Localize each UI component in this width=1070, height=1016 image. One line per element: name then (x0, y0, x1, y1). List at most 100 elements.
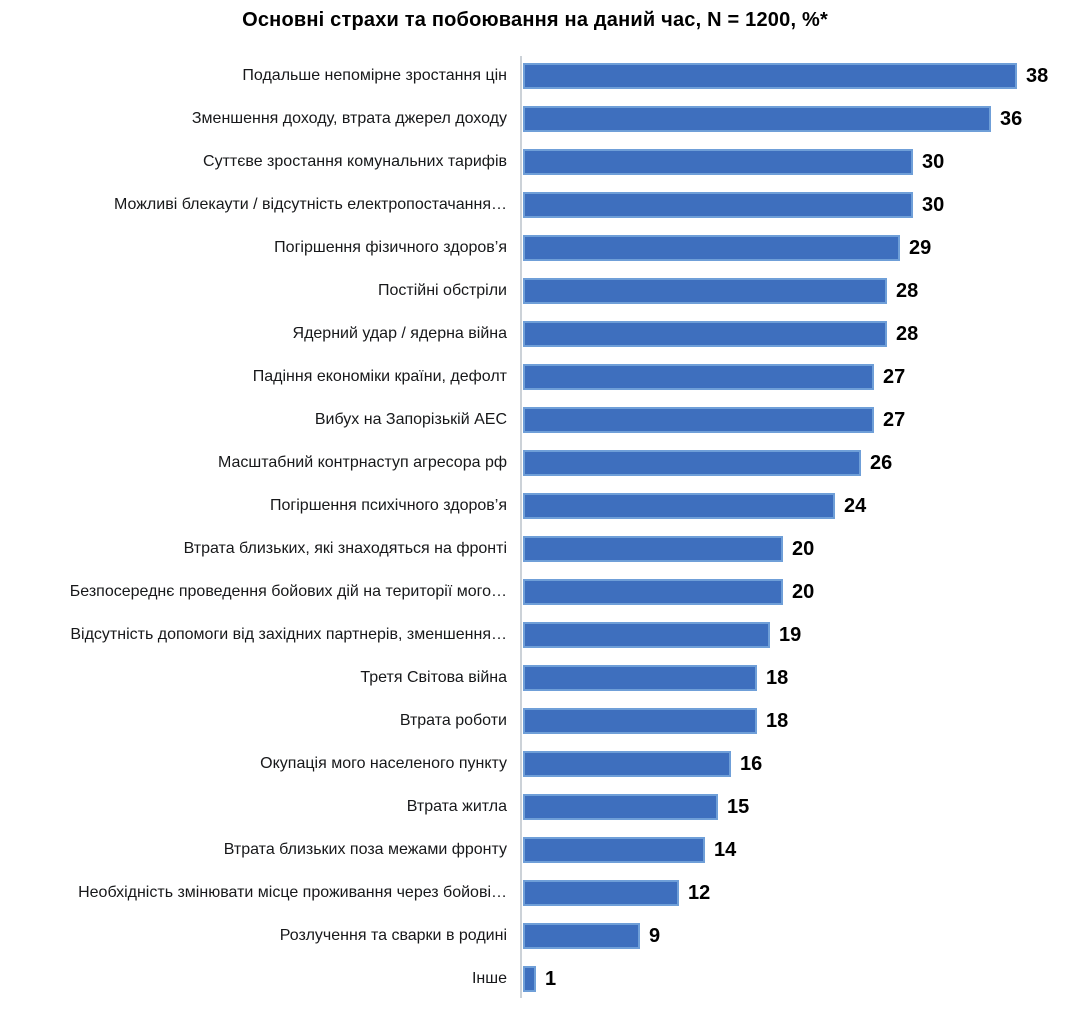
bar-row: Подальше непомірне зростання цін 38 (0, 54, 1070, 97)
bar-plot-area: 26 (520, 449, 1070, 476)
category-label: Вибух на Запорізькій АЕС (314, 410, 507, 428)
bar-row: Інше 1 (0, 957, 1070, 1000)
bar-plot-area: 15 (520, 793, 1070, 820)
bar-plot-area: 24 (520, 492, 1070, 519)
bar (523, 879, 679, 906)
value-label: 27 (883, 408, 906, 431)
value-label: 12 (688, 881, 711, 904)
bar-plot-area: 14 (520, 836, 1070, 863)
category-label: Третя Світова війна (360, 668, 507, 686)
bar-row: Втрата житла 15 (0, 785, 1070, 828)
bar-plot-area: 18 (520, 664, 1070, 691)
bar-row: Постійні обстріли 28 (0, 269, 1070, 312)
bar-row: Окупація мого населеного пункту 16 (0, 742, 1070, 785)
value-label: 9 (649, 924, 661, 947)
bar (523, 922, 640, 949)
bar (523, 750, 731, 777)
bar-plot-area: 18 (520, 707, 1070, 734)
bar-plot-area: 36 (520, 105, 1070, 132)
category-label: Погіршення психічного здоров’я (270, 496, 507, 514)
category-label: Масштабний контрнаступ агресора рф (217, 453, 507, 471)
value-label: 16 (740, 752, 763, 775)
bar (523, 621, 770, 648)
bar-plot-area: 20 (520, 578, 1070, 605)
category-label: Зменшення доходу, втрата джерел доходу (191, 109, 507, 127)
bar (523, 793, 718, 820)
bar (523, 277, 887, 304)
bar (523, 535, 783, 562)
bar (523, 406, 874, 433)
category-label: Суттєве зростання комунальних тарифів (203, 152, 507, 170)
bar (523, 965, 536, 992)
chart-title: Основні страхи та побоювання на даний ча… (242, 9, 828, 31)
bar (523, 836, 705, 863)
value-label: 30 (922, 150, 945, 173)
y-axis-line (520, 56, 522, 998)
bar-plot-area: 38 (520, 62, 1070, 89)
category-label: Постійні обстріли (378, 281, 507, 299)
category-label: Втрата близьких поза межами фронту (223, 840, 507, 858)
bar-plot-area: 27 (520, 406, 1070, 433)
bar-plot-area: 28 (520, 320, 1070, 347)
bar-plot-area: 9 (520, 922, 1070, 949)
category-label: Безпосереднє проведення бойових дій на т… (69, 582, 507, 600)
value-label: 19 (779, 623, 802, 646)
bar-row: Можливі блекаути / відсутність електропо… (0, 183, 1070, 226)
bar (523, 320, 887, 347)
bar-row: Погіршення психічного здоров’я 24 (0, 484, 1070, 527)
bar-chart: Подальше непомірне зростання цін 38 Зменше… (0, 54, 1070, 1000)
category-label: Втрата роботи (399, 711, 507, 729)
bar-row: Безпосереднє проведення бойових дій на т… (0, 570, 1070, 613)
bar-row: Суттєве зростання комунальних тарифів 30 (0, 140, 1070, 183)
category-label: Відсутність допомоги від західних партне… (70, 625, 507, 643)
bar-plot-area: 30 (520, 191, 1070, 218)
bar-row: Падіння економіки країни, дефолт 27 (0, 355, 1070, 398)
bar (523, 578, 783, 605)
bar (523, 492, 835, 519)
bar-plot-area: 12 (520, 879, 1070, 906)
category-label: Розлучення та сварки в родині (279, 926, 507, 944)
bar-plot-area: 27 (520, 363, 1070, 390)
bar (523, 363, 874, 390)
bar (523, 707, 757, 734)
category-label: Втрата близьких, які знаходяться на фрон… (183, 539, 507, 557)
category-label: Необхідність змінювати місце проживання … (78, 883, 507, 901)
value-label: 30 (922, 193, 945, 216)
bar-row: Погіршення фізичного здоров’я 29 (0, 226, 1070, 269)
value-label: 38 (1026, 64, 1049, 87)
bar-plot-area: 19 (520, 621, 1070, 648)
category-label: Ядерний удар / ядерна війна (292, 324, 507, 342)
value-label: 18 (766, 709, 789, 732)
bar-rows: Подальше непомірне зростання цін 38 Зменше… (0, 54, 1070, 1000)
bar (523, 234, 900, 261)
category-label: Можливі блекаути / відсутність електропо… (113, 195, 507, 213)
bar (523, 62, 1017, 89)
value-label: 20 (792, 580, 815, 603)
value-label: 15 (727, 795, 750, 818)
value-label: 18 (766, 666, 789, 689)
value-label: 29 (909, 236, 932, 259)
bar-plot-area: 29 (520, 234, 1070, 261)
category-label: Інше (471, 969, 507, 987)
category-label: Втрата житла (406, 797, 507, 815)
bar-row: Втрата близьких, які знаходяться на фрон… (0, 527, 1070, 570)
value-label: 24 (844, 494, 867, 517)
category-label: Подальше непомірне зростання цін (242, 66, 507, 84)
bar (523, 449, 861, 476)
bar-plot-area: 28 (520, 277, 1070, 304)
bar (523, 191, 913, 218)
category-label: Окупація мого населеного пункту (260, 754, 507, 772)
bar-plot-area: 30 (520, 148, 1070, 175)
bar-row: Відсутність допомоги від західних партне… (0, 613, 1070, 656)
bar-plot-area: 1 (520, 965, 1070, 992)
bar-plot-area: 20 (520, 535, 1070, 562)
category-label: Погіршення фізичного здоров’я (274, 238, 507, 256)
bar-row: Масштабний контрнаступ агресора рф 26 (0, 441, 1070, 484)
bar (523, 105, 991, 132)
bar-plot-area: 16 (520, 750, 1070, 777)
bar-row: Розлучення та сварки в родині 9 (0, 914, 1070, 957)
value-label: 14 (714, 838, 737, 861)
value-label: 28 (896, 322, 919, 345)
value-label: 26 (870, 451, 893, 474)
value-label: 36 (1000, 107, 1023, 130)
